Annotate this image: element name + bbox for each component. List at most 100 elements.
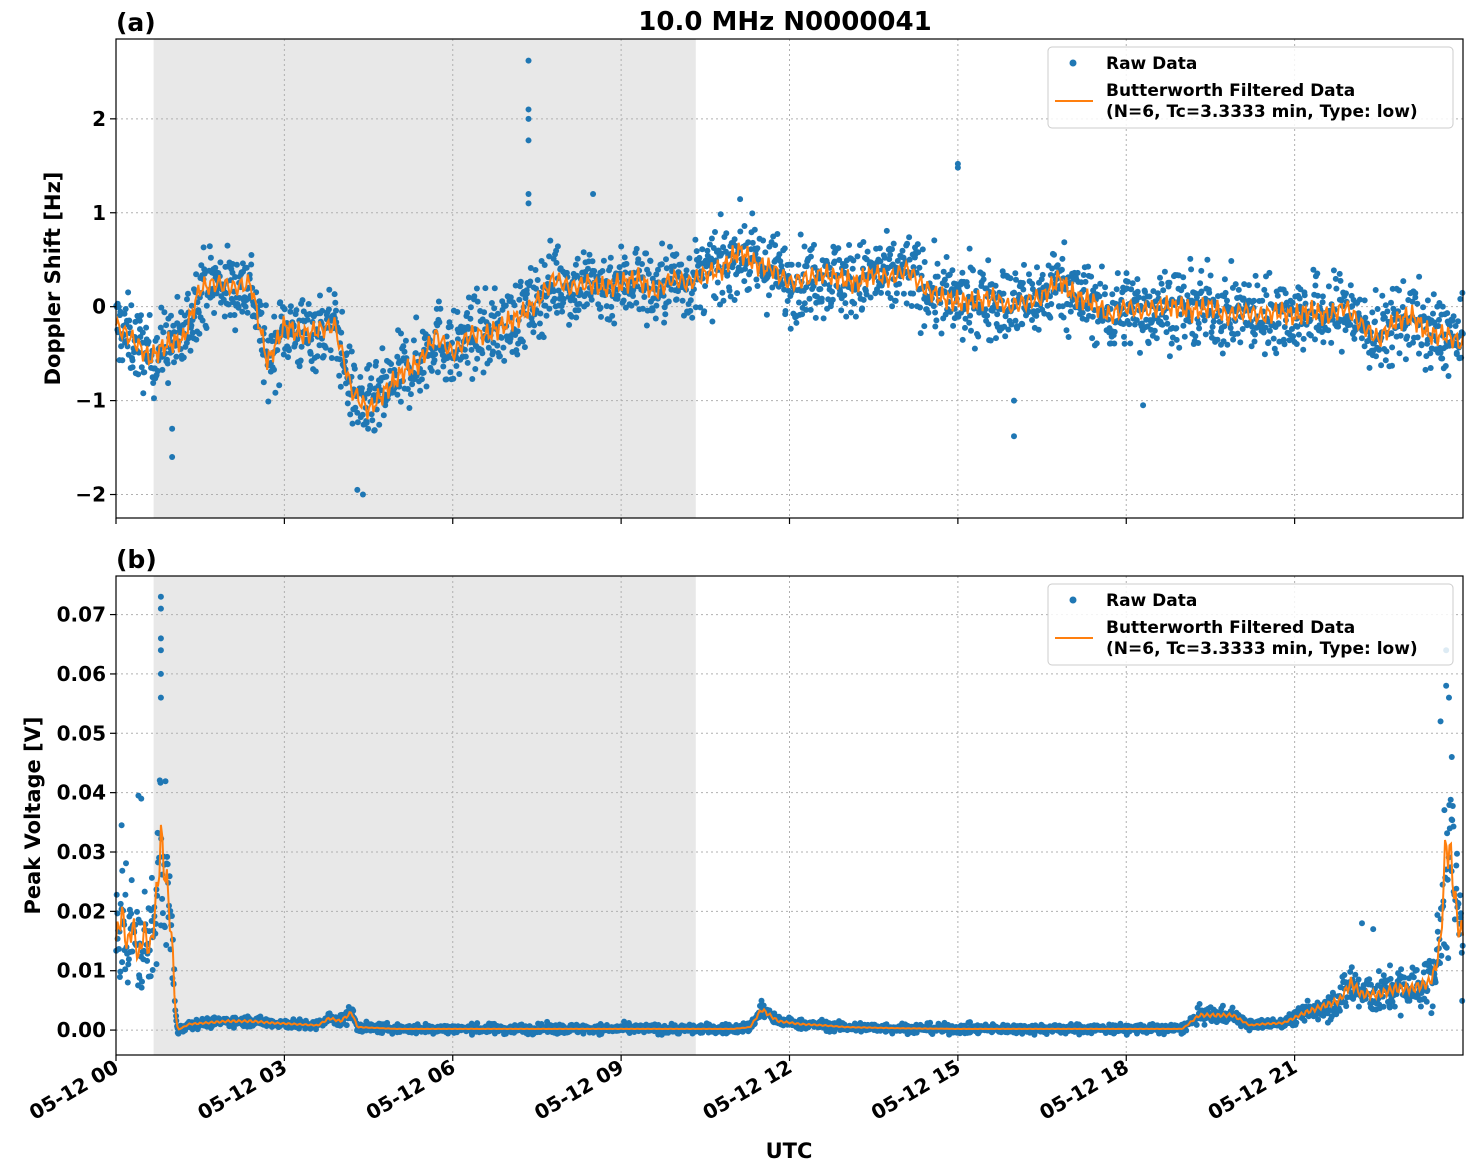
raw-data-point (1079, 309, 1086, 316)
raw-data-point (554, 243, 561, 250)
raw-data-point (1361, 297, 1368, 304)
raw-data-point (818, 295, 825, 302)
raw-data-point (151, 395, 157, 402)
raw-data-point (762, 249, 769, 256)
raw-data-point (649, 307, 656, 314)
raw-data-point (925, 309, 932, 316)
raw-data-point (165, 380, 172, 387)
raw-data-point (474, 355, 481, 362)
raw-data-point (517, 283, 524, 290)
raw-data-point (406, 405, 413, 411)
raw-data-point (588, 296, 595, 303)
raw-data-point (153, 961, 160, 968)
raw-data-point (113, 891, 120, 898)
raw-data-point (305, 301, 312, 307)
raw-data-point (585, 265, 591, 272)
raw-data-point (1074, 269, 1081, 276)
raw-data-point (116, 974, 123, 980)
raw-data-point (1237, 339, 1244, 346)
raw-data-point (751, 226, 758, 233)
raw-data-point (428, 367, 435, 374)
raw-data-point (849, 265, 856, 272)
raw-data-point (1235, 286, 1242, 293)
raw-data-point (970, 267, 976, 274)
raw-data-point (968, 327, 974, 334)
raw-data-point (906, 234, 913, 241)
raw-data-point (206, 243, 213, 250)
raw-data-point (343, 1022, 350, 1029)
raw-data-point (456, 371, 463, 377)
raw-data-point (807, 306, 814, 313)
raw-data-point (1180, 274, 1187, 281)
raw-data-point (473, 285, 480, 292)
raw-data-point (1224, 341, 1231, 348)
raw-data-point (1011, 397, 1017, 404)
raw-data-point (125, 956, 132, 963)
raw-data-point (367, 382, 374, 389)
raw-data-point (465, 325, 472, 332)
raw-data-point (196, 330, 203, 337)
raw-data-point (827, 264, 833, 271)
raw-data-point (1325, 283, 1332, 290)
raw-data-point (169, 425, 176, 432)
raw-data-point (1418, 342, 1425, 349)
raw-data-point (910, 264, 917, 271)
raw-data-point (779, 281, 786, 288)
legend-filtered-label: Butterworth Filtered Data (1106, 81, 1355, 101)
raw-data-point (124, 979, 131, 986)
raw-data-point (343, 350, 350, 357)
raw-data-point (1153, 335, 1160, 342)
raw-data-point (1312, 336, 1318, 343)
raw-data-point (682, 272, 689, 279)
raw-data-point (274, 347, 281, 354)
raw-data-point (431, 357, 438, 364)
raw-data-point (494, 310, 501, 317)
raw-data-point (507, 294, 514, 301)
raw-data-point (534, 277, 541, 283)
raw-data-point (1312, 282, 1319, 289)
raw-data-point (327, 347, 334, 354)
raw-data-point (799, 311, 806, 318)
raw-data-point (921, 259, 928, 265)
raw-data-point (1134, 276, 1141, 283)
raw-data-point (1214, 336, 1221, 343)
raw-data-point (135, 371, 142, 378)
raw-data-point (320, 353, 327, 359)
raw-data-point (160, 329, 167, 336)
raw-data-point (647, 258, 654, 264)
raw-data-point (203, 302, 210, 309)
raw-data-point (352, 404, 359, 411)
raw-data-point (317, 292, 323, 299)
raw-data-point (884, 290, 891, 297)
raw-data-point (188, 322, 195, 329)
raw-data-point (1263, 292, 1270, 299)
legend-raw-label: Raw Data (1106, 54, 1197, 74)
raw-data-point (940, 268, 947, 275)
raw-data-point (1290, 333, 1297, 340)
raw-data-point (1251, 331, 1258, 338)
raw-data-point (140, 390, 147, 397)
raw-data-point (359, 411, 366, 418)
raw-data-point (766, 292, 772, 299)
raw-data-point (1011, 289, 1018, 296)
raw-data-point (850, 257, 857, 264)
raw-data-point (1181, 333, 1188, 340)
raw-data-point (540, 334, 547, 341)
raw-data-point (801, 243, 808, 250)
raw-data-point (731, 297, 738, 303)
raw-data-point (1048, 301, 1055, 307)
raw-data-point (150, 380, 157, 386)
raw-data-point (878, 289, 884, 296)
raw-data-point (554, 309, 560, 316)
raw-data-point (1378, 362, 1385, 369)
raw-data-point (420, 369, 427, 376)
raw-data-point (717, 211, 724, 218)
raw-data-point (217, 259, 224, 266)
raw-data-point (501, 357, 508, 364)
raw-data-point (943, 282, 950, 289)
raw-data-point (679, 297, 686, 304)
raw-data-point (687, 307, 694, 314)
raw-data-point (1453, 349, 1460, 356)
raw-data-point (842, 300, 849, 307)
raw-data-point (1275, 320, 1282, 327)
